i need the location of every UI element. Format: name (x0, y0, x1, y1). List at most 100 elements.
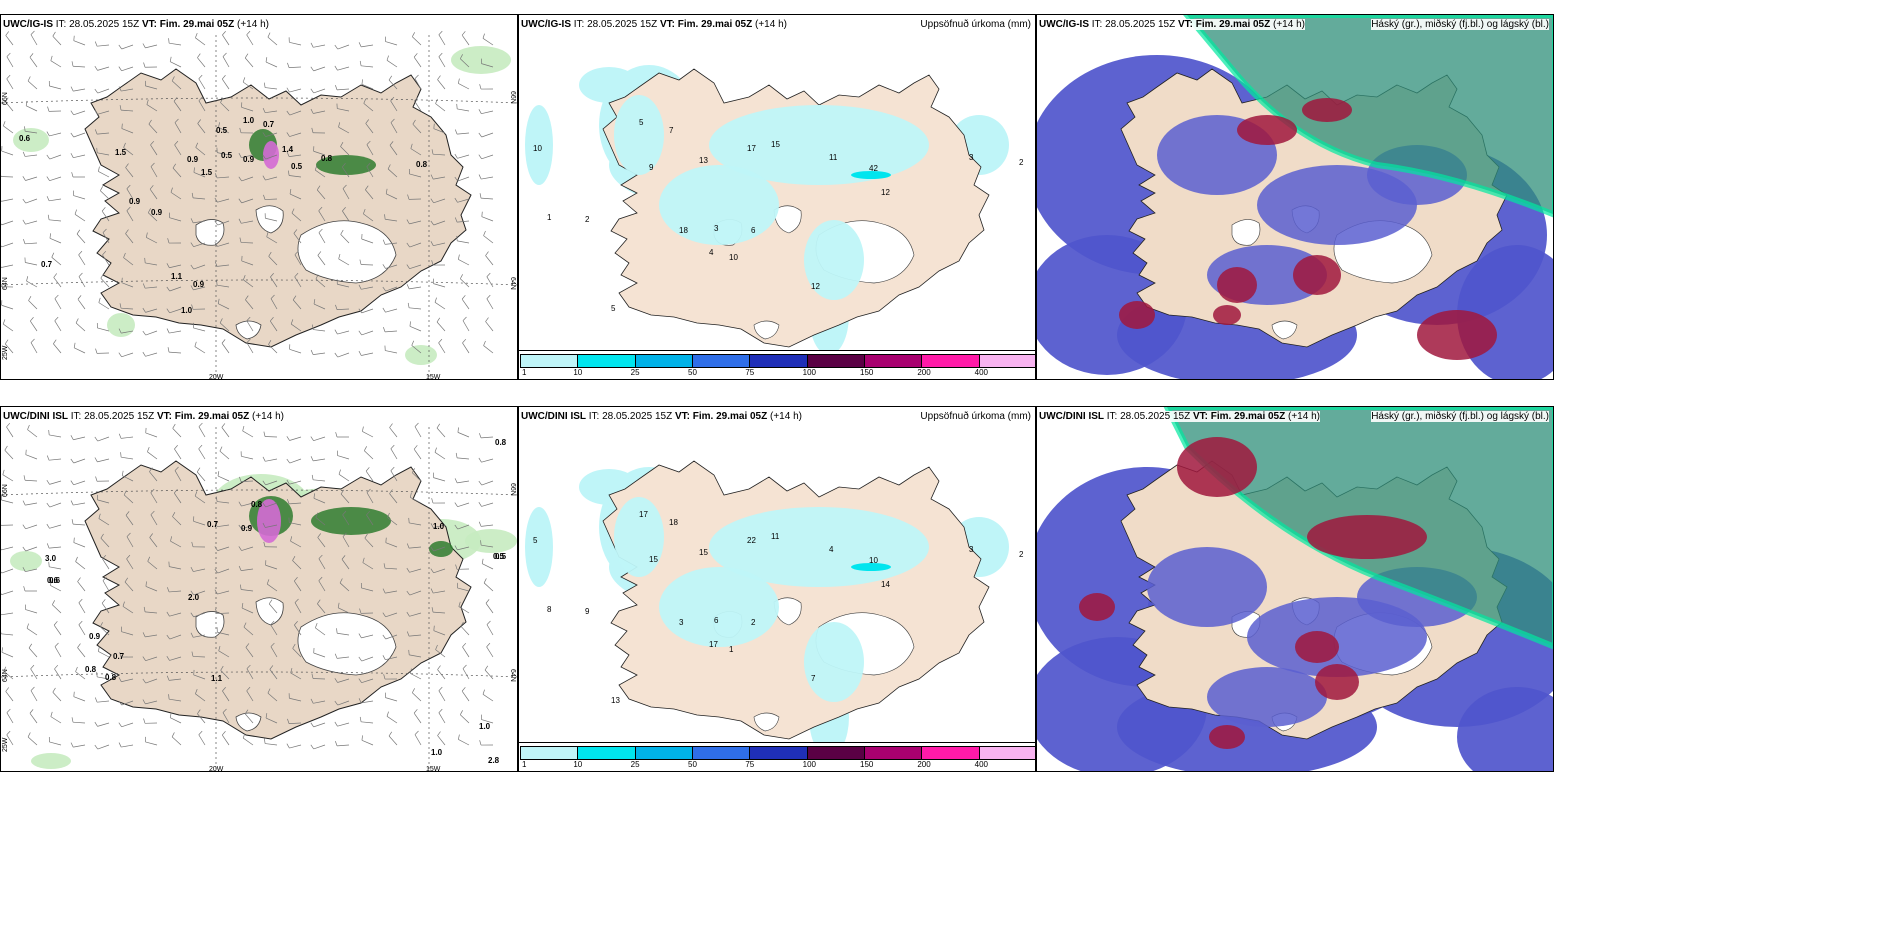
wind-barb (454, 502, 470, 508)
wind-barb (438, 338, 446, 354)
wind-barb (1, 300, 14, 310)
wind-barb (384, 345, 398, 354)
wind-barb (190, 242, 206, 248)
wind-value-label: 0.6 (19, 134, 31, 143)
precip-value-label: 3 (969, 545, 974, 554)
wind-barb (315, 623, 326, 636)
wind-barb (118, 722, 134, 728)
wind-barb (73, 190, 86, 200)
wind-barb (169, 56, 182, 68)
high-cloud-edge (1183, 15, 1553, 218)
wind-barb (239, 476, 254, 482)
wind-barb (1, 524, 14, 526)
wind-barb (334, 44, 350, 50)
colorbar-segment (692, 746, 751, 760)
wind-barb (388, 75, 398, 90)
wind-barb (294, 250, 302, 266)
precip-area-land (614, 95, 664, 175)
wind-barb (411, 340, 422, 354)
wind-barb (359, 259, 374, 266)
wind-barb (262, 154, 278, 160)
wind-barb (246, 664, 254, 680)
wind-barb (118, 433, 134, 439)
wind-barb (414, 730, 422, 746)
wind-barb (241, 102, 254, 112)
wind-barb (478, 132, 494, 138)
wind-barb (412, 32, 422, 46)
wind-barb (245, 295, 254, 310)
wind-barb (6, 730, 14, 746)
wind-barb (73, 537, 86, 548)
wind-barb (266, 231, 278, 244)
wind-barb (318, 206, 326, 222)
wind-barb (22, 500, 38, 506)
colorbar-segment (921, 746, 980, 760)
wind-barb (481, 714, 494, 724)
wind-barb (454, 524, 470, 530)
wind-barb (458, 601, 470, 614)
wind-barb (410, 143, 422, 156)
precip-area (579, 67, 639, 103)
cloud-panel-igis: UWC/IG-IS IT: 28.05.2025 15Z VT: Fim. 29… (1036, 14, 1554, 380)
wind-barb (486, 294, 494, 310)
wind-barb (48, 736, 62, 746)
wind-barb (46, 502, 62, 508)
precip-area-land (659, 165, 779, 245)
wind-barb (358, 284, 374, 290)
wind-barb (222, 30, 230, 46)
precip-value-label: 7 (669, 126, 674, 135)
wind-barb (239, 127, 254, 134)
wind-barb (311, 324, 326, 332)
wind-barb (50, 55, 62, 68)
wind-value-label: 1.1 (211, 674, 223, 683)
wind-barb (218, 122, 230, 134)
precip-area-land (659, 567, 779, 647)
wind-value-label: 0.5 (221, 151, 233, 160)
wind-barb (171, 732, 182, 746)
cloud-map-top (1037, 15, 1553, 379)
wind-barb (340, 141, 350, 156)
wind-value-label: 0.6 (47, 576, 59, 585)
wind-barb (71, 61, 86, 68)
precip-colorbar: 1 10 25 50 75 100 150 200 400 (519, 350, 1035, 379)
wind-barb (389, 489, 398, 504)
wind-barb (478, 154, 494, 160)
wind-barb (219, 318, 230, 332)
wind-barb (263, 82, 278, 90)
panel-header: UWC/IG-IS IT: 28.05.2025 15Z VT: Fim. 29… (1039, 19, 1305, 30)
wind-barb (238, 198, 254, 204)
precip-value-label: 13 (699, 156, 708, 165)
wind-barb (71, 519, 86, 526)
heavy-precip-core (311, 507, 391, 535)
wind-barb (94, 65, 110, 71)
wind-barb (435, 98, 446, 112)
wind-barb (190, 590, 206, 596)
wind-barb (431, 498, 446, 504)
colorbar-tick-label: 200 (917, 368, 931, 377)
wind-barb (459, 274, 470, 288)
wind-barb (317, 251, 326, 266)
wind-barb (142, 656, 158, 662)
wind-barb (121, 277, 134, 288)
precip-value-label: 5 (533, 536, 538, 545)
wind-barb (148, 119, 158, 134)
wind-barb (359, 716, 374, 724)
wind-barb (98, 166, 110, 178)
wind-barb (145, 232, 158, 244)
panel-title: Háský (gr.), miðský (fj.bl.) og lágský (… (1371, 19, 1549, 30)
wind-barb (361, 233, 374, 244)
wind-barb (408, 517, 422, 526)
latitude-label: 66N (2, 92, 9, 105)
wind-barb (30, 30, 38, 46)
wind-barb (481, 558, 494, 570)
wind-barb (410, 668, 422, 680)
wind-barb (458, 78, 470, 90)
longitude-label: 20W (209, 374, 224, 380)
wind-barb (27, 424, 38, 438)
wind-barb (311, 474, 326, 482)
wind-barb (172, 163, 182, 178)
wind-barb (102, 576, 110, 592)
wind-barb (238, 546, 254, 551)
wind-barb (94, 129, 110, 135)
colorbar-segment (520, 354, 579, 368)
